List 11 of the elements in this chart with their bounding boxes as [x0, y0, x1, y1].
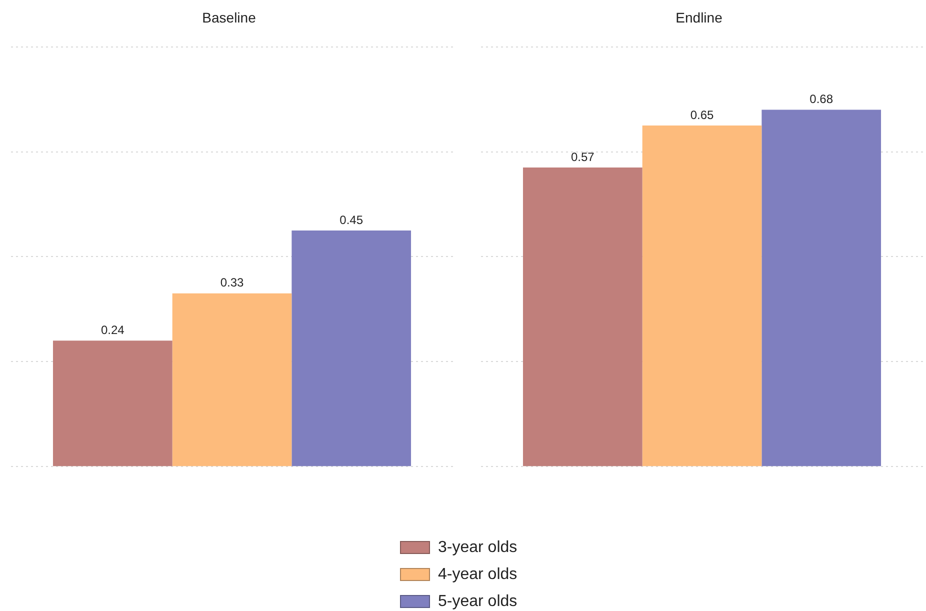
- legend-label: 4-year olds: [438, 566, 518, 584]
- data-label: 0.68: [810, 92, 834, 106]
- data-label: 0.33: [220, 276, 244, 290]
- data-label: 0.65: [690, 108, 714, 122]
- legend-label: 3-year olds: [438, 538, 518, 556]
- data-label: 0.57: [570, 150, 595, 164]
- chart-title: Baseline: [202, 9, 256, 26]
- legend-label: 5-year olds: [438, 592, 518, 610]
- data-label: 0.24: [100, 322, 125, 337]
- chart-title: Endline: [676, 9, 723, 26]
- data-label: 0.45: [340, 212, 364, 227]
